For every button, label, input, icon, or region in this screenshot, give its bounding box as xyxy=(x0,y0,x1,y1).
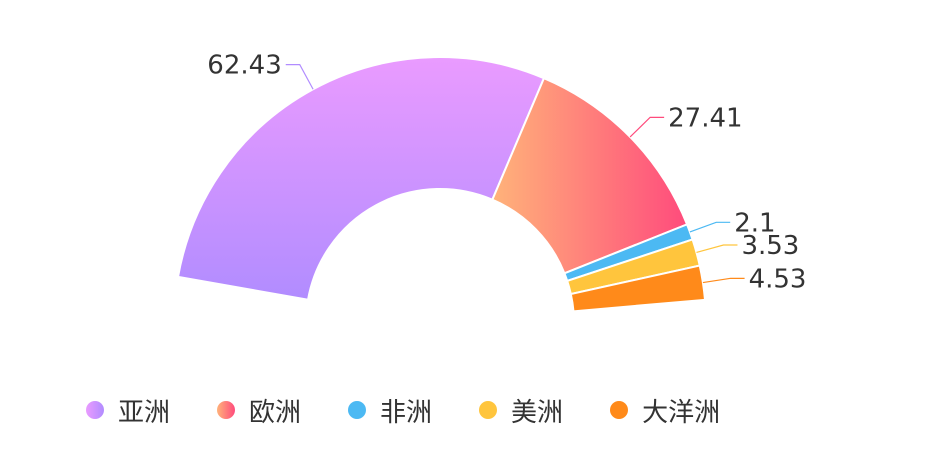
data-label-非洲: 2.1 xyxy=(734,208,775,238)
leader-line-亚洲 xyxy=(285,64,314,90)
data-label-大洋洲: 4.53 xyxy=(749,264,807,294)
leader-lines-layer xyxy=(285,64,745,284)
leader-line-美洲 xyxy=(696,244,738,253)
legend-item-非洲[interactable]: 非洲 xyxy=(348,392,432,429)
data-labels-layer: 62.43 27.41 2.13.534.53 xyxy=(207,51,806,295)
data-label-亚洲: 62.43 xyxy=(207,51,281,81)
legend-item-亚洲[interactable]: 亚洲 xyxy=(86,392,170,429)
legend-label: 亚洲 xyxy=(118,397,171,428)
legend-label: 欧洲 xyxy=(249,397,302,428)
legend-dot-icon xyxy=(610,401,629,419)
legend-dot-icon xyxy=(217,401,236,419)
leader-line-非洲 xyxy=(689,221,731,233)
legend-label: 非洲 xyxy=(380,397,433,428)
legend-item-欧洲[interactable]: 欧洲 xyxy=(217,392,301,429)
legend-item-美洲[interactable]: 美洲 xyxy=(479,392,563,429)
slice-大洋洲[interactable] xyxy=(569,264,707,313)
data-label-美洲: 3.53 xyxy=(741,231,799,261)
data-label-欧洲: 27.41 xyxy=(668,103,742,133)
leader-line-大洋洲 xyxy=(702,277,745,284)
slice-欧洲[interactable] xyxy=(491,76,689,275)
slices-layer xyxy=(176,56,707,313)
slice-亚洲[interactable] xyxy=(176,56,546,301)
legend-item-大洋洲[interactable]: 大洋洲 xyxy=(610,392,720,429)
legend-label: 大洋洲 xyxy=(642,397,721,428)
legend: 亚洲 欧洲 非洲 美洲 大洋洲 xyxy=(86,392,767,428)
leader-line-欧洲 xyxy=(629,116,665,138)
legend-dot-icon xyxy=(86,401,104,419)
legend-dot-icon xyxy=(348,401,367,419)
legend-dot-icon xyxy=(479,401,498,419)
legend-label: 美洲 xyxy=(511,397,564,428)
